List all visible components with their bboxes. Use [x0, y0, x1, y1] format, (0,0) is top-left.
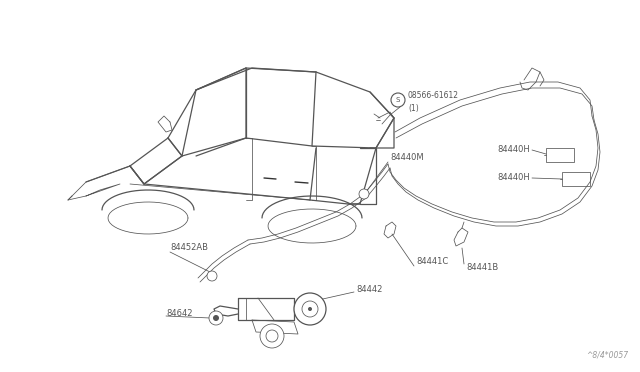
Text: 84442: 84442 [356, 285, 382, 295]
Text: S: S [396, 97, 400, 103]
Text: 08566-61612: 08566-61612 [408, 92, 459, 100]
Circle shape [308, 307, 312, 311]
Text: 84642: 84642 [166, 310, 193, 318]
Circle shape [207, 271, 217, 281]
Text: 84452AB: 84452AB [170, 244, 208, 253]
Circle shape [209, 311, 223, 325]
Text: 84440H: 84440H [497, 173, 530, 183]
Text: 84441C: 84441C [416, 257, 448, 266]
Text: 84440H: 84440H [497, 145, 530, 154]
Text: 84440M: 84440M [390, 154, 424, 163]
Text: ^8/4*0057: ^8/4*0057 [586, 351, 628, 360]
Circle shape [294, 293, 326, 325]
Circle shape [213, 315, 219, 321]
Text: 84441B: 84441B [466, 263, 499, 273]
Circle shape [260, 324, 284, 348]
Text: (1): (1) [408, 103, 419, 112]
Ellipse shape [359, 189, 369, 199]
